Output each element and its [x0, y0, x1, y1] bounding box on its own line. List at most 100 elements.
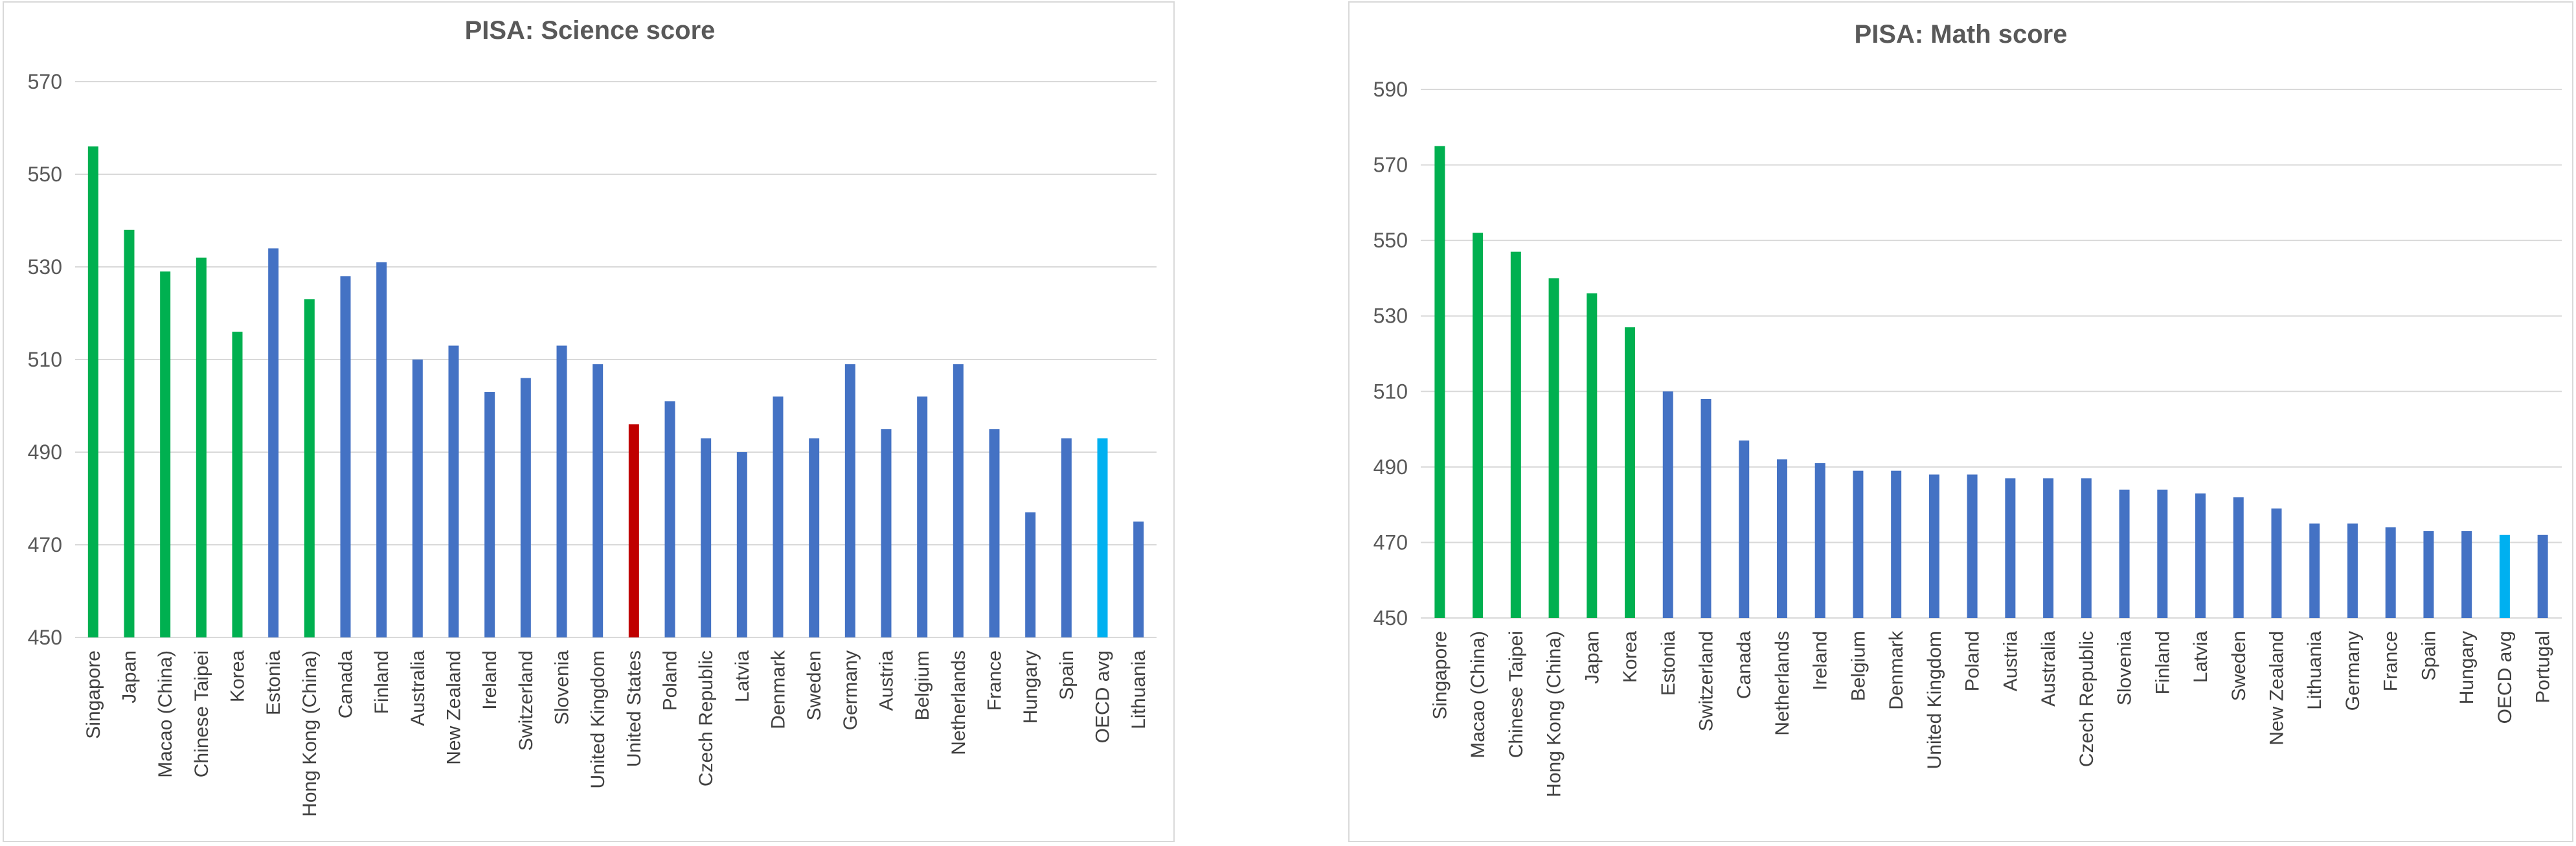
science-y-tick-label: 450	[28, 626, 62, 649]
math-x-tick-label: Portugal	[2533, 631, 2554, 703]
science-x-tick-label: Hong Kong (China)	[299, 650, 321, 817]
science-x-tick-label: Hungary	[1020, 650, 1041, 724]
math-x-tick-label: Germany	[2342, 631, 2364, 711]
science-bar-germany	[844, 364, 855, 637]
science-bar-spain	[1061, 438, 1072, 637]
science-y-tick-label: 470	[28, 533, 62, 556]
math-x-tick-label: Chinese Taipei	[1506, 631, 1527, 758]
science-bar-japan	[124, 229, 135, 637]
math-chart-panel: PISA: Math score 450 470 490 510 530 550 570 590…	[1348, 1, 2573, 842]
math-x-tick-label: Ireland	[1810, 631, 1831, 691]
science-bar-canada	[340, 276, 351, 637]
math-bar-latvia	[2195, 493, 2206, 618]
science-bar-singapore	[87, 146, 98, 638]
math-x-tick-label: Spain	[2418, 631, 2439, 681]
science-bar-lithuania	[1133, 521, 1144, 637]
math-bar-finland	[2157, 489, 2168, 618]
science-bar-slovenia	[556, 345, 567, 637]
math-x-tick-label: Denmark	[1886, 630, 1907, 710]
science-x-tick-label: Lithuania	[1128, 650, 1149, 729]
science-x-tick-label: Austria	[876, 650, 898, 711]
science-bar-hungary	[1025, 512, 1036, 637]
science-x-tick-label: Spain	[1056, 650, 1078, 700]
math-bar-japan	[1587, 293, 1598, 618]
science-bar-denmark	[773, 396, 784, 637]
math-bar-czech-republic	[2081, 478, 2092, 618]
science-x-tick-label: Macao (China)	[155, 650, 176, 778]
math-bar-switzerland	[1700, 398, 1712, 618]
science-y-tick-label: 550	[28, 163, 62, 186]
science-bar-australia	[412, 360, 423, 637]
math-x-tick-label: Czech Republic	[2076, 631, 2097, 767]
math-bar-oecd-avg	[2499, 534, 2510, 618]
science-x-tick-label: New Zealand	[444, 650, 465, 765]
math-x-tick-label: Switzerland	[1696, 631, 1717, 731]
math-bar-austria	[2005, 478, 2016, 618]
science-y-tick-label: 530	[28, 255, 62, 279]
math-y-tick-label: 510	[1373, 380, 1408, 403]
science-bar-netherlands	[953, 364, 964, 637]
science-bar-chinese-taipei	[196, 257, 207, 637]
science-x-tick-label: Japan	[119, 650, 141, 703]
science-chart-title: PISA: Science score	[465, 16, 716, 45]
science-x-tick-label: Ireland	[479, 650, 501, 710]
math-x-tick-label: Finland	[2152, 631, 2173, 694]
math-y-tick-label: 490	[1373, 455, 1408, 479]
science-y-tick-label: 510	[28, 348, 62, 371]
math-bar-spain	[2423, 531, 2434, 618]
science-bar-hong-kong-china	[304, 299, 315, 637]
science-x-tick-label: Belgium	[912, 650, 933, 720]
math-x-tick-label: Sweden	[2228, 631, 2250, 701]
math-x-tick-label: Poland	[1962, 631, 1983, 691]
science-x-tick-label: Denmark	[768, 650, 789, 729]
math-bar-netherlands	[1776, 459, 1787, 618]
science-bar-ireland	[484, 392, 495, 637]
science-bar-united-states	[628, 424, 639, 637]
math-bar-slovenia	[2119, 489, 2130, 618]
math-chart: PISA: Math score 450 470 490 510 530 550 570 590…	[1373, 20, 2562, 797]
science-bar-france	[989, 429, 1000, 637]
science-x-tick-label: France	[984, 650, 1006, 711]
math-bar-belgium	[1853, 470, 1864, 618]
math-bar-sweden	[2233, 497, 2244, 618]
math-x-tick-label: France	[2380, 631, 2402, 691]
math-x-tick-label: Australia	[2038, 631, 2059, 707]
math-bar-poland	[1967, 474, 1978, 618]
science-x-tick-label: Latvia	[732, 650, 753, 702]
math-bar-portugal	[2537, 534, 2548, 618]
science-chart: PISA: Science score 450 470 490 510 530 550 570…	[28, 16, 1157, 817]
math-y-tick-label: 570	[1373, 154, 1408, 177]
math-x-tick-label: Hong Kong (China)	[1544, 631, 1565, 797]
science-x-tick-label: Singapore	[83, 650, 104, 739]
math-x-tick-label: Lithuania	[2304, 631, 2325, 710]
science-bar-belgium	[917, 396, 928, 637]
science-y-tick-label: 570	[28, 70, 62, 93]
math-x-tick-label: New Zealand	[2266, 631, 2288, 746]
science-bar-sweden	[809, 438, 820, 637]
math-bar-hungary	[2461, 531, 2472, 618]
math-x-tick-label: Austria	[2000, 631, 2021, 692]
math-bar-germany	[2347, 523, 2358, 618]
science-bar-poland	[664, 401, 675, 637]
science-bar-switzerland	[520, 378, 531, 637]
math-x-tick-label: OECD avg	[2494, 631, 2516, 724]
science-x-tick-label: OECD avg	[1092, 650, 1114, 743]
science-bar-united-kingdom	[593, 364, 604, 637]
math-x-tick-label: Latvia	[2190, 631, 2211, 683]
science-x-tick-label: Chinese Taipei	[191, 650, 212, 777]
math-x-tick-label: Belgium	[1847, 631, 1869, 701]
science-x-tick-label: Czech Republic	[695, 650, 717, 786]
science-bar-austria	[881, 429, 892, 637]
math-bar-canada	[1739, 440, 1750, 618]
science-x-tick-label: Poland	[660, 650, 681, 711]
math-x-tick-label: Japan	[1581, 631, 1603, 684]
math-chart-title: PISA: Math score	[1855, 20, 2068, 49]
science-x-tick-label: United Kingdom	[587, 650, 609, 788]
math-y-tick-label: 530	[1373, 304, 1408, 328]
science-x-tick-label: Netherlands	[948, 650, 969, 755]
science-bar-estonia	[268, 248, 279, 637]
math-bar-hong-kong-china	[1548, 278, 1559, 618]
science-bar-finland	[376, 262, 387, 638]
science-x-tick-label: Finland	[371, 650, 392, 714]
math-x-tick-label: Netherlands	[1772, 631, 1793, 736]
